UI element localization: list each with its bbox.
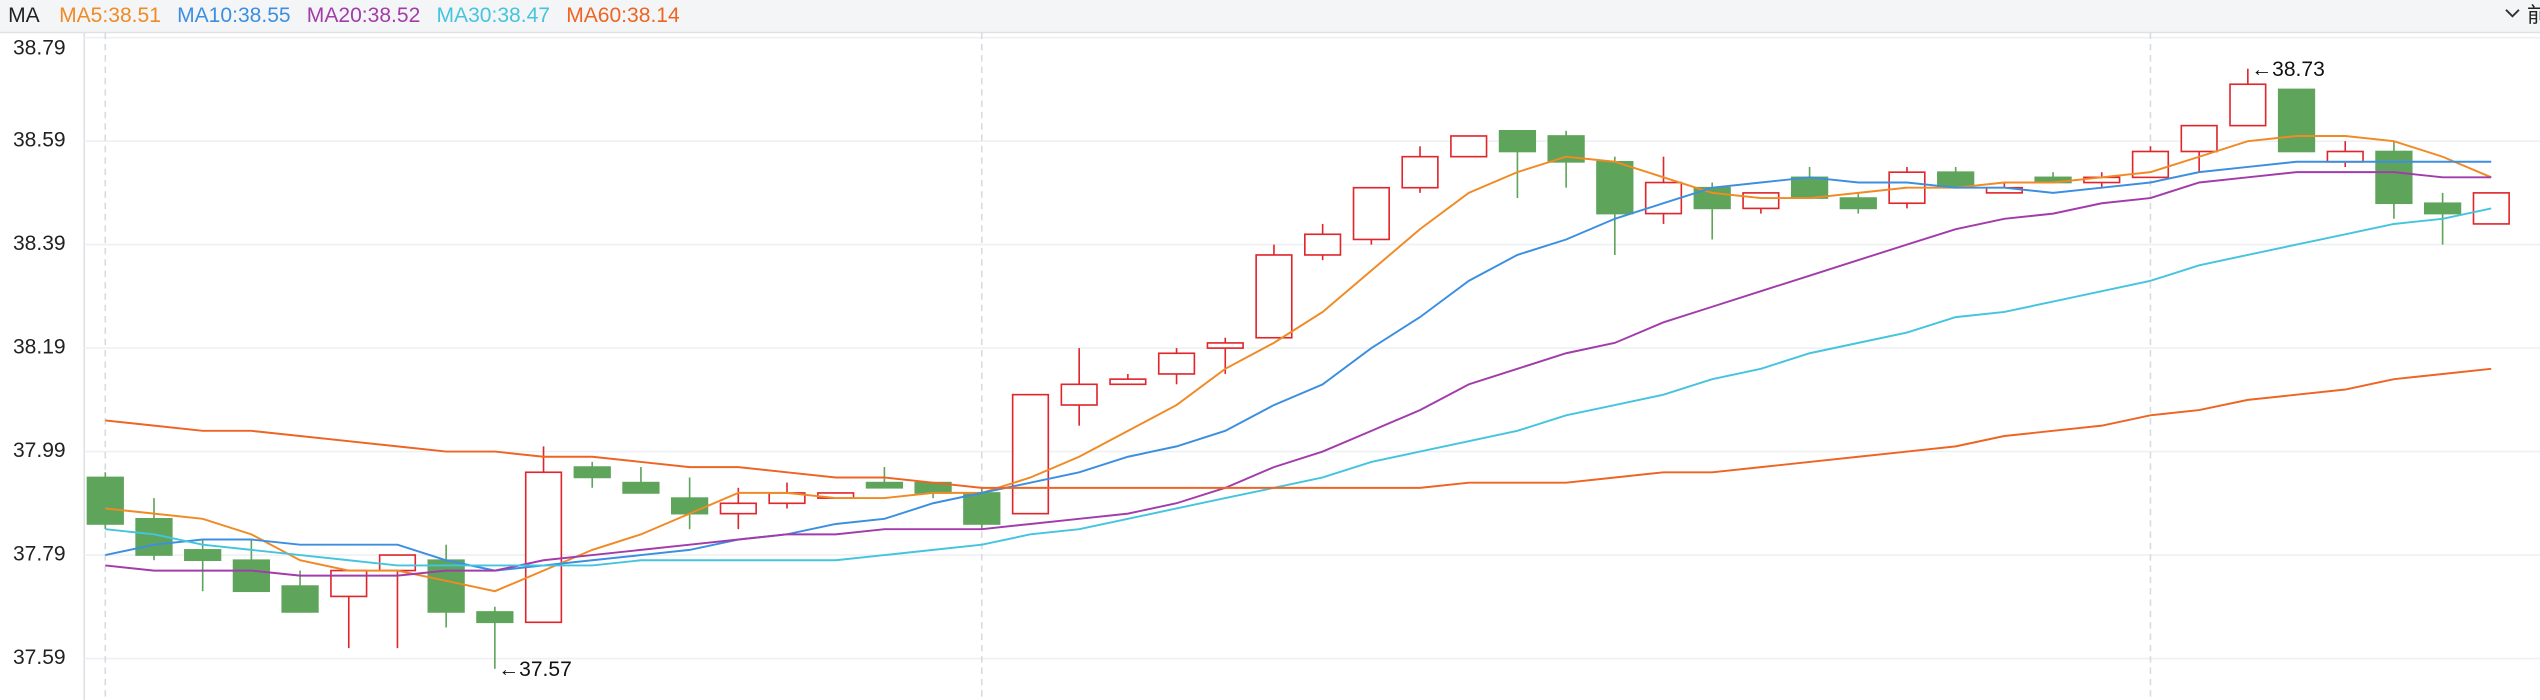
candle-body xyxy=(865,481,904,489)
candle-body xyxy=(1157,352,1196,375)
candle-body xyxy=(1498,129,1537,153)
candle-body xyxy=(2180,124,2218,153)
candle-body xyxy=(1742,192,1780,210)
candle-body xyxy=(2423,202,2462,215)
candle-body xyxy=(1304,233,1342,256)
candle-body xyxy=(330,569,368,598)
legend-entry: MA30:38.47 xyxy=(437,4,551,27)
candle-body xyxy=(476,611,514,624)
header-right-label[interactable]: 前 xyxy=(2527,3,2540,27)
y-tick-label: 37.79 xyxy=(13,543,66,566)
indicator-label: MA xyxy=(8,4,40,27)
legend-entry: MA10:38.55 xyxy=(177,4,291,27)
legend-entry: MA5:38.51 xyxy=(59,4,161,27)
candle-body xyxy=(1596,161,1634,215)
y-tick-label: 37.59 xyxy=(13,646,66,669)
candle-body xyxy=(1011,393,1050,515)
candle-body xyxy=(622,481,660,494)
candle-body xyxy=(2375,150,2413,205)
candle-body xyxy=(719,502,757,515)
dropdown-icon[interactable] xyxy=(2505,9,2520,18)
candle-body xyxy=(378,554,417,572)
legend-entry: MA20:38.52 xyxy=(307,4,420,27)
candle-body xyxy=(2229,83,2267,127)
candle-body xyxy=(2472,192,2510,225)
extreme-annotation: ←38.73 xyxy=(2251,58,2325,81)
candle-body xyxy=(86,476,124,525)
candle-body xyxy=(1644,181,1683,215)
candle-body xyxy=(524,471,563,624)
candle-body xyxy=(1109,378,1147,386)
ma-line xyxy=(105,171,2492,577)
candle-body xyxy=(1839,197,1877,210)
extreme-annotation: ←37.57 xyxy=(498,658,572,681)
y-tick-label: 37.99 xyxy=(13,439,66,462)
ma-line xyxy=(105,160,2492,572)
candle-body xyxy=(670,497,709,515)
ma-line xyxy=(105,367,2492,489)
y-tick-label: 38.39 xyxy=(13,232,66,255)
candle-body xyxy=(573,466,611,479)
candle-body xyxy=(2326,150,2364,163)
y-tick-label: 38.19 xyxy=(13,336,66,359)
candle-body xyxy=(427,559,465,613)
candle-body xyxy=(1060,383,1098,406)
candle-body xyxy=(1790,176,1829,199)
candle-body xyxy=(2277,88,2316,153)
candle-body xyxy=(184,549,222,562)
candle-body xyxy=(232,559,271,593)
candle-body xyxy=(1255,254,1293,339)
y-tick-label: 38.59 xyxy=(13,129,66,152)
header-bar xyxy=(0,0,2540,33)
candle-body xyxy=(1206,342,1244,349)
ma-line xyxy=(105,135,2492,593)
candle-body xyxy=(1401,155,1439,189)
candle-body xyxy=(1352,186,1390,241)
candle-body xyxy=(281,585,319,613)
candle-body xyxy=(963,492,1001,525)
y-tick-label: 38.79 xyxy=(13,36,66,59)
legend-entry: MA60:38.14 xyxy=(566,4,680,27)
ma-line xyxy=(105,207,2492,567)
candle-body xyxy=(1450,135,1488,158)
